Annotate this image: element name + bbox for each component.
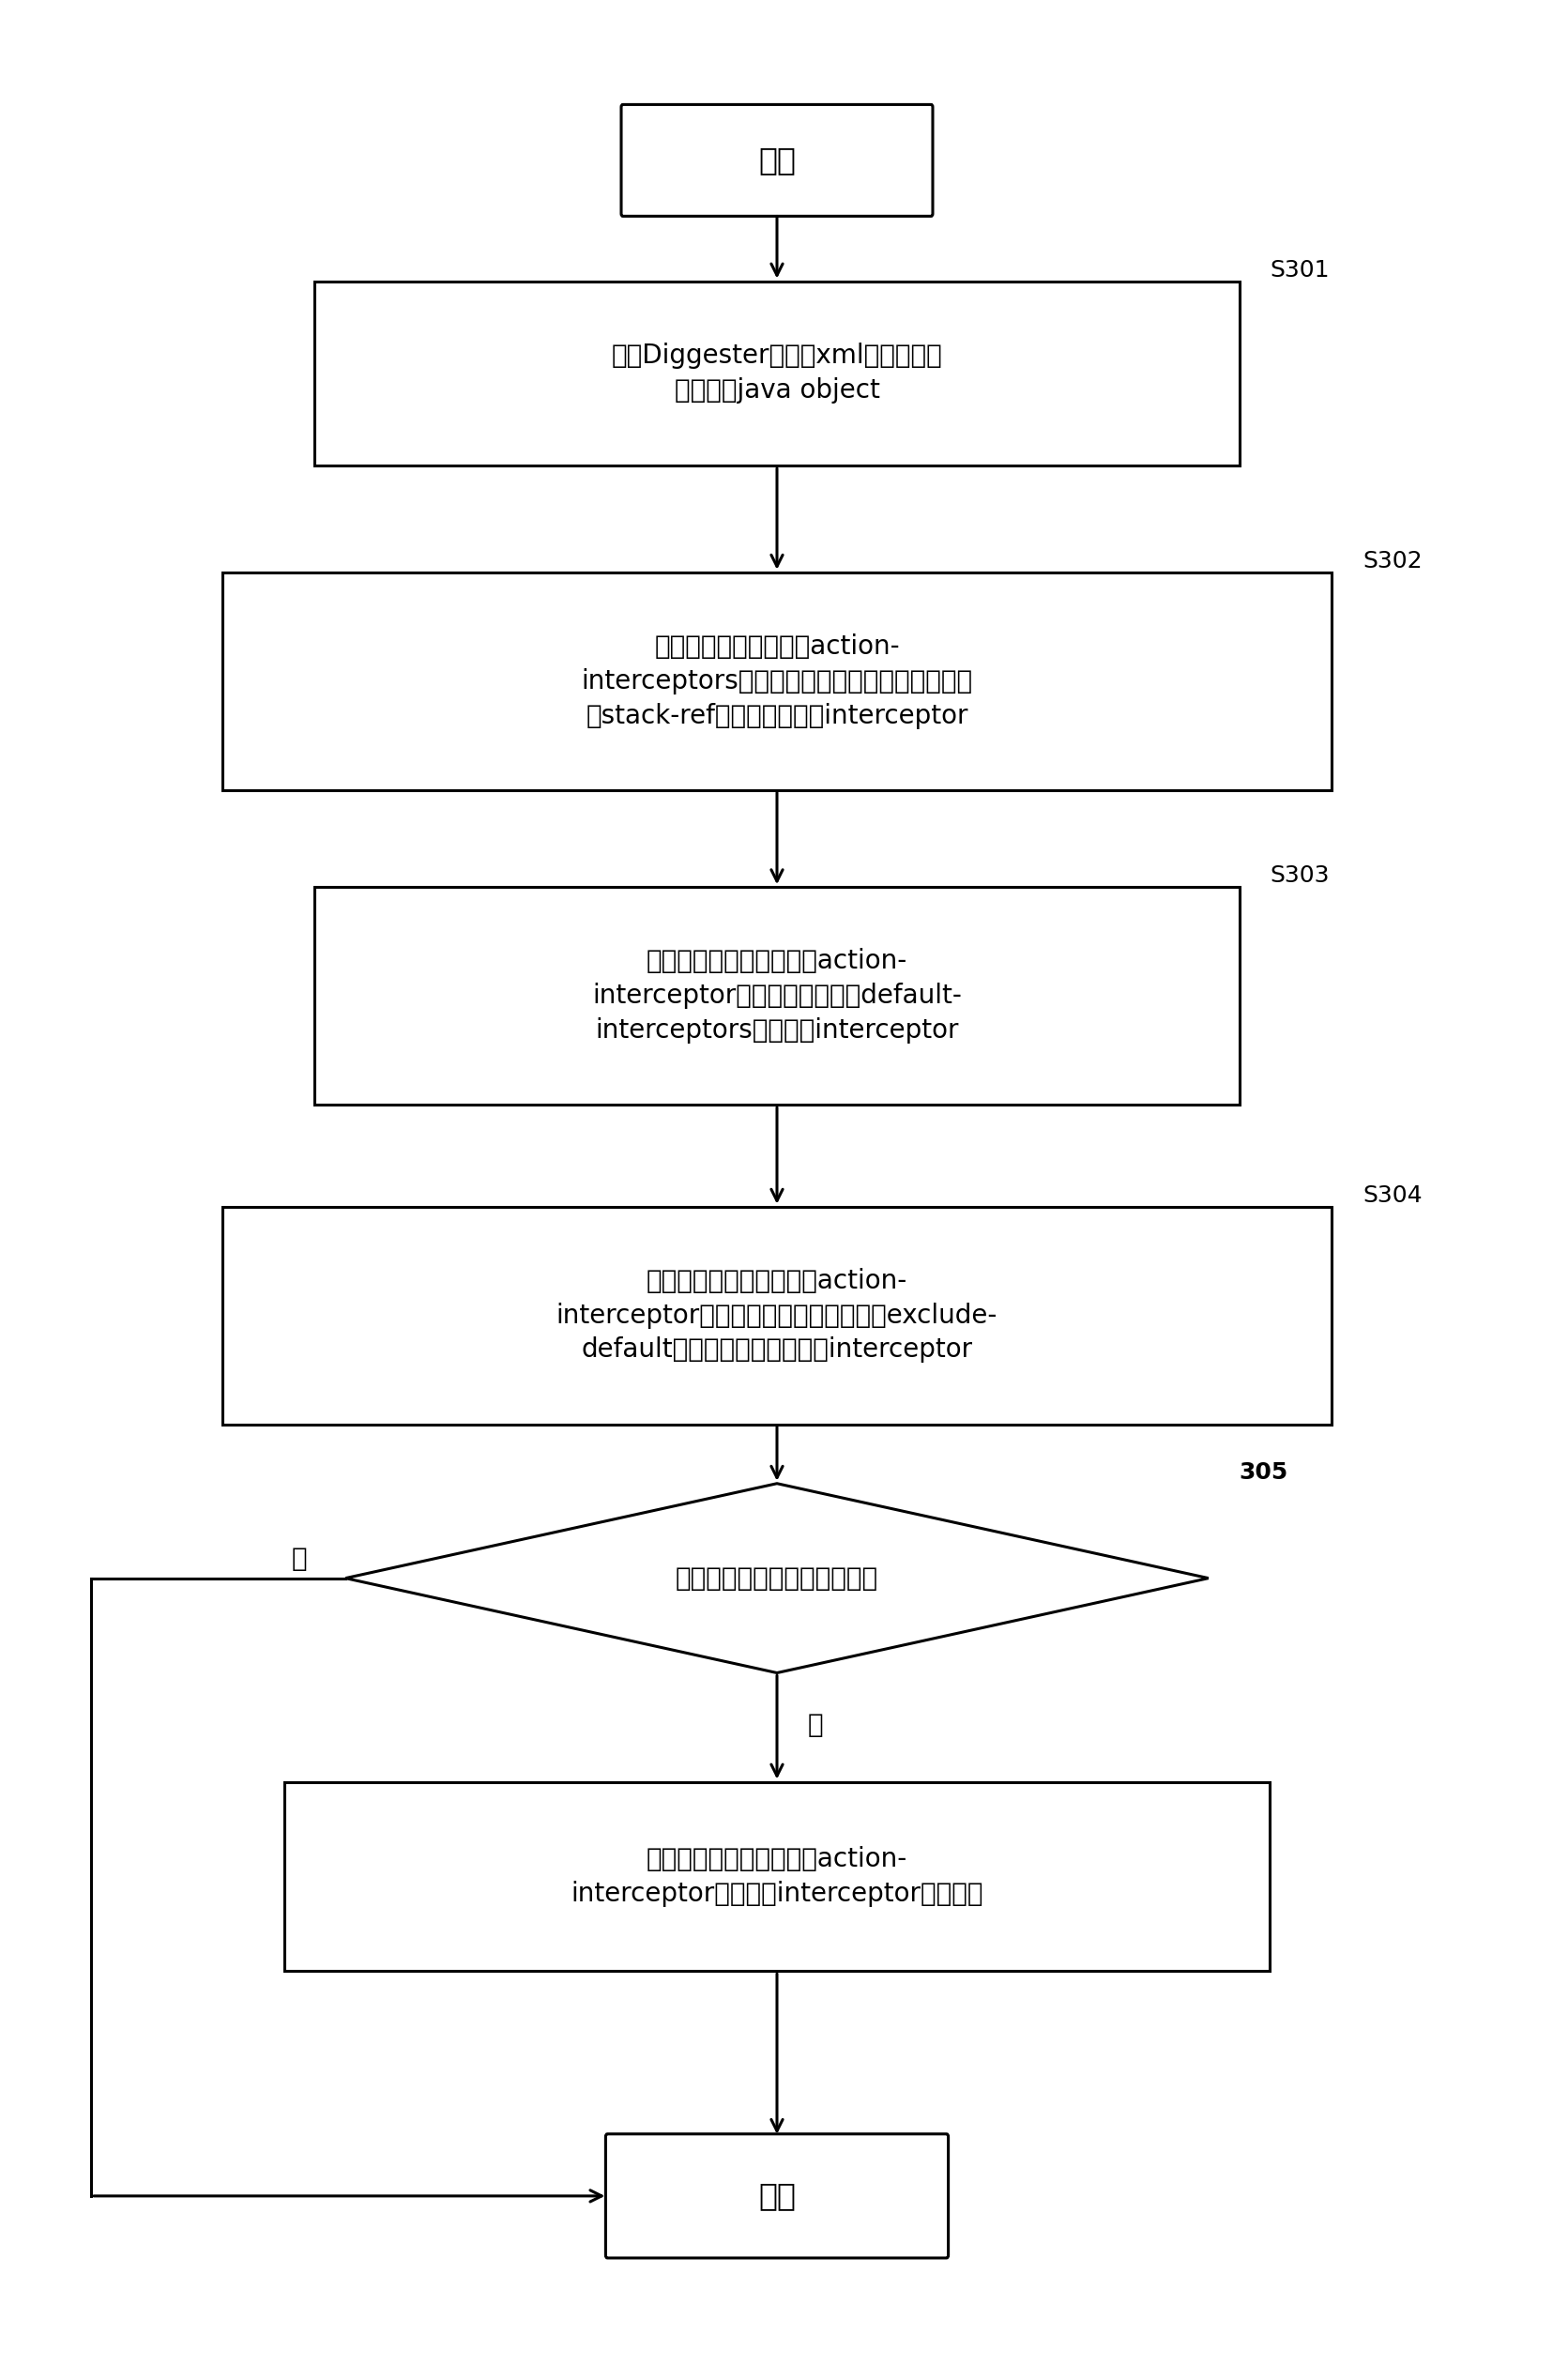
FancyBboxPatch shape: [621, 105, 932, 217]
Bar: [222, 571, 1331, 790]
Text: 结束: 结束: [758, 2180, 795, 2211]
Polygon shape: [345, 1483, 1208, 1673]
Text: 解析路径的拦截配置器action-
interceptors段，将配置分别提取，并将拦截器
栈stack-ref替换对应的一批interceptor: 解析路径的拦截配置器action- interceptors段，将配置分别提取，…: [581, 633, 972, 728]
Text: 配置拦截器是否要按顺序执行: 配置拦截器是否要按顺序执行: [676, 1566, 877, 1592]
Text: 开始: 开始: [758, 145, 795, 176]
Text: 否: 否: [292, 1547, 307, 1573]
Text: 在每个路径的拦截配置器action-
interceptor中排除被排除的缺省拦截器exclude-
default配置段中指定的拦截器interceptor: 在每个路径的拦截配置器action- interceptor中排除被排除的缺省拦…: [556, 1269, 997, 1364]
Text: S301: S301: [1269, 259, 1329, 281]
Text: 305: 305: [1238, 1461, 1287, 1483]
Text: 对每个路径的拦截配置器action-
interceptor中拦截器interceptor进行排序: 对每个路径的拦截配置器action- interceptor中拦截器interc…: [570, 1847, 983, 1906]
Text: S302: S302: [1362, 550, 1421, 571]
Bar: [315, 281, 1238, 466]
Bar: [222, 1207, 1331, 1423]
Text: 在每个路径的拦截配置器action-
interceptor中加入缺省拦截器default-
interceptors段指定的interceptor: 在每个路径的拦截配置器action- interceptor中加入缺省拦截器de…: [592, 947, 961, 1042]
Text: 是: 是: [808, 1711, 823, 1737]
Bar: [315, 888, 1238, 1104]
Text: 采用Diggester工具将xml配置文件读
入，产生java object: 采用Diggester工具将xml配置文件读 入，产生java object: [610, 343, 943, 405]
Text: S304: S304: [1362, 1183, 1421, 1207]
Bar: [284, 1783, 1269, 1971]
Text: S303: S303: [1269, 864, 1329, 888]
FancyBboxPatch shape: [606, 2135, 947, 2259]
